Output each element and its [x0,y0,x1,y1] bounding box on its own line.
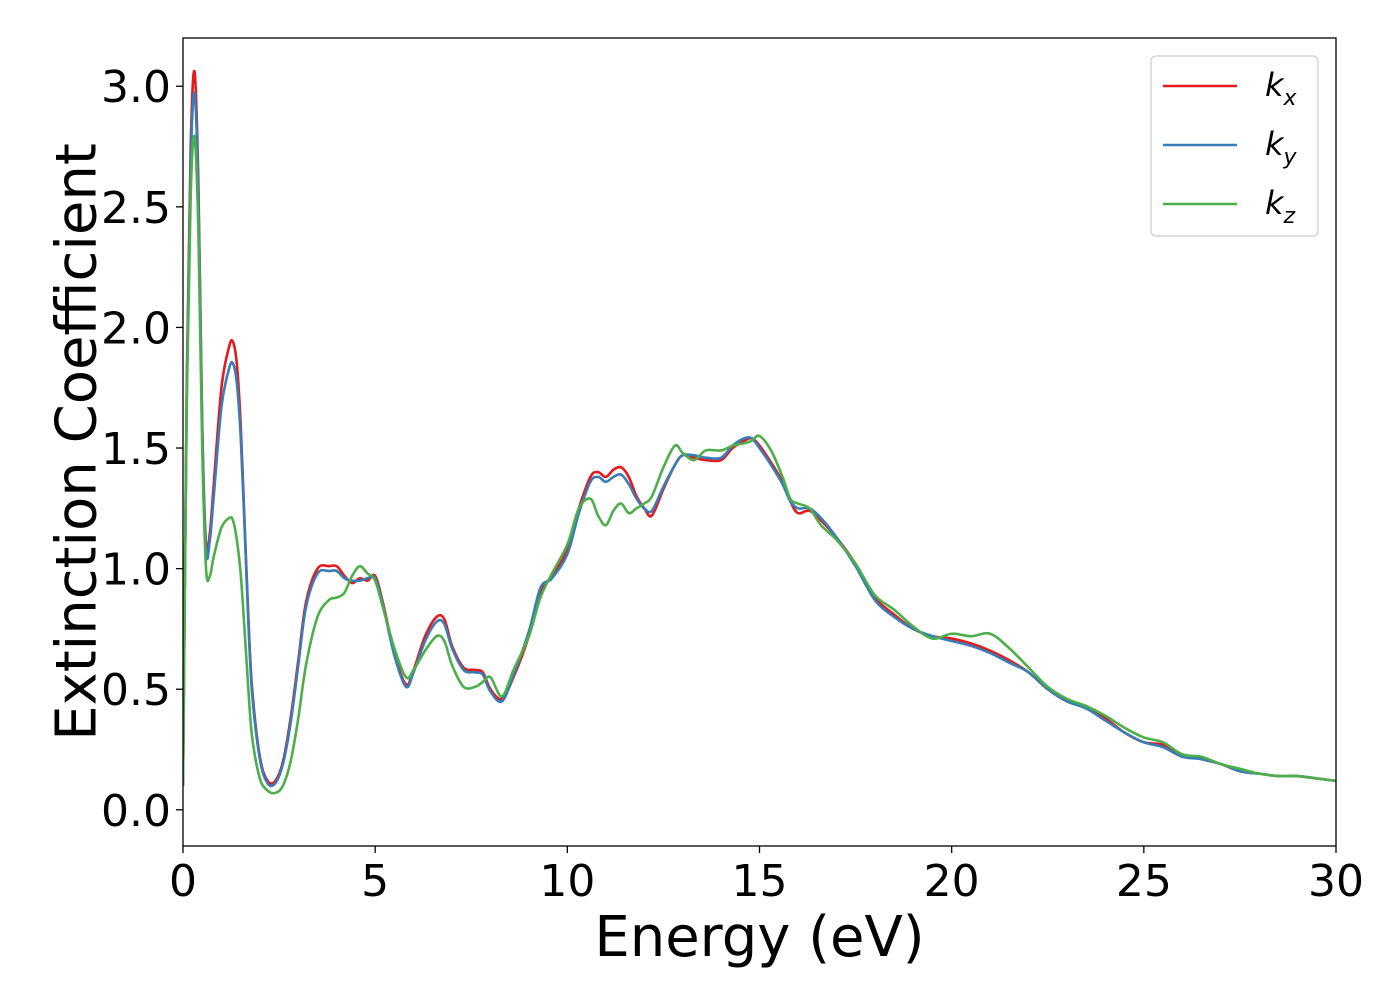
y-tick-label: 0.0 [101,786,171,837]
legend-label-subscript: x [1283,86,1298,111]
legend-label-base: k [1265,66,1285,104]
x-tick-label: 25 [1116,856,1172,907]
y-axis-label: Extinction Coefficient [45,143,110,741]
legend-label-kz: kz [1265,184,1296,229]
series-line-ky [183,91,1336,788]
x-axis-label: Energy (eV) [594,905,924,970]
x-tick-label: 5 [361,856,389,907]
legend-label-base: k [1265,184,1285,222]
legend-label-kx: kx [1265,66,1298,111]
x-tick-label: 10 [539,856,595,907]
x-tick-label: 20 [924,856,980,907]
y-tick-label: 2.5 [101,183,171,234]
y-tick-label: 1.0 [101,545,171,596]
series-line-kz [183,134,1336,795]
legend-label-ky: ky [1265,125,1298,170]
x-tick-label: 30 [1308,856,1364,907]
y-tick-label: 3.0 [101,62,171,113]
x-axis-ticks: 0 5 10 15 20 25 30 [169,846,1364,907]
y-tick-label: 0.5 [101,665,171,716]
legend-label-subscript: z [1283,204,1296,229]
y-axis-ticks: 0.0 0.5 1.0 1.5 2.0 2.5 3.0 [101,62,183,837]
y-tick-label: 1.5 [101,424,171,475]
x-tick-label: 15 [732,856,788,907]
x-tick-label: 0 [169,856,197,907]
y-tick-label: 2.0 [101,303,171,354]
legend-label-subscript: y [1283,145,1298,170]
legend-label-base: k [1265,125,1285,163]
